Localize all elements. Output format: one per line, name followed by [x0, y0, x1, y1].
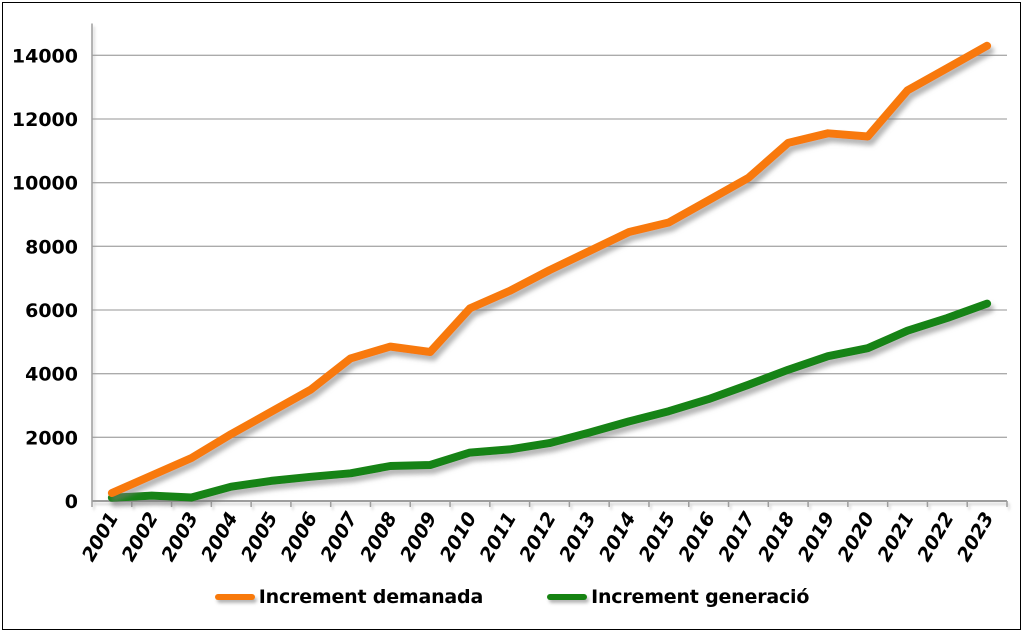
series-lines	[107, 41, 992, 502]
series-line-increment-generaci-	[107, 299, 992, 502]
x-axis-label: 2016	[674, 509, 719, 566]
y-axis-label: 10000	[12, 173, 78, 195]
x-axis-label: 2005	[237, 509, 282, 566]
legend-item-increment-demanada: Increment demanada	[214, 586, 484, 608]
y-axis-label: 0	[65, 491, 78, 513]
y-axis-labels: 0 2000 4000 6000 8000 10000 12000 14000	[12, 45, 78, 513]
x-axis-label: 2021	[873, 509, 918, 566]
y-axis-label: 6000	[25, 300, 78, 322]
x-axis-label: 2023	[953, 508, 998, 565]
legend-label-increment-demanada: Increment demanada	[258, 586, 484, 608]
x-axis-label: 2020	[834, 509, 879, 566]
x-axis-label: 2014	[595, 509, 640, 566]
x-axis-label: 2010	[436, 509, 481, 566]
x-axis-label: 2003	[157, 509, 202, 566]
axes	[91, 23, 1008, 507]
x-axis-label: 2019	[794, 509, 839, 566]
x-axis-label: 2002	[118, 509, 163, 566]
x-axis-label: 2012	[515, 509, 560, 566]
legend-swatch-green	[547, 594, 588, 600]
x-axis-label: 2001	[78, 509, 123, 566]
x-axis-labels: 2001200220032004200520062007200820092010…	[78, 508, 999, 565]
series-line-increment-demanada	[107, 41, 992, 497]
x-axis-label: 2009	[396, 509, 441, 566]
y-axis-label: 8000	[25, 236, 78, 258]
legend-item-increment-generacio: Increment generació	[547, 586, 809, 608]
x-axis-label: 2011	[476, 509, 521, 566]
x-axis-label: 2018	[754, 509, 799, 566]
y-axis-label: 12000	[12, 109, 78, 131]
legend-label-increment-generacio: Increment generació	[591, 586, 810, 608]
x-axis-label: 2015	[635, 509, 680, 566]
legend: Increment demanada Increment generació	[0, 586, 1024, 608]
y-axis-label: 4000	[25, 364, 78, 386]
x-axis-label: 2017	[714, 508, 760, 565]
y-axis-label: 14000	[12, 45, 78, 67]
x-axis-label: 2004	[197, 509, 242, 566]
x-axis-label: 2008	[356, 509, 401, 566]
gridlines	[92, 54, 1007, 438]
x-axis-label: 2013	[555, 509, 600, 566]
y-axis-label: 2000	[25, 427, 78, 449]
x-axis-label: 2006	[277, 509, 322, 566]
x-axis-label: 2007	[316, 508, 362, 565]
x-axis-label: 2022	[913, 509, 958, 566]
legend-swatch-orange	[214, 594, 255, 600]
